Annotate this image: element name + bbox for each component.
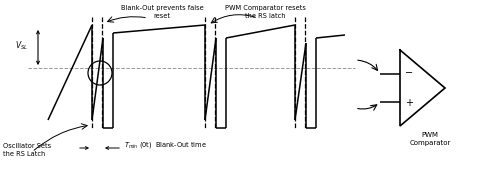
Text: $T_{min}$ (0t)  Blank-Out time: $T_{min}$ (0t) Blank-Out time bbox=[124, 140, 207, 150]
Text: Oscillator Sets
the RS Latch: Oscillator Sets the RS Latch bbox=[3, 143, 51, 157]
Text: PWM Comparator resets
the RS latch: PWM Comparator resets the RS latch bbox=[225, 5, 305, 18]
Text: PWM
Comparator: PWM Comparator bbox=[409, 132, 451, 146]
Text: Blank-Out prevents false
reset: Blank-Out prevents false reset bbox=[120, 5, 204, 18]
Text: −: − bbox=[405, 68, 413, 78]
Text: $V_{SL}$: $V_{SL}$ bbox=[15, 40, 28, 52]
Text: +: + bbox=[405, 98, 413, 108]
